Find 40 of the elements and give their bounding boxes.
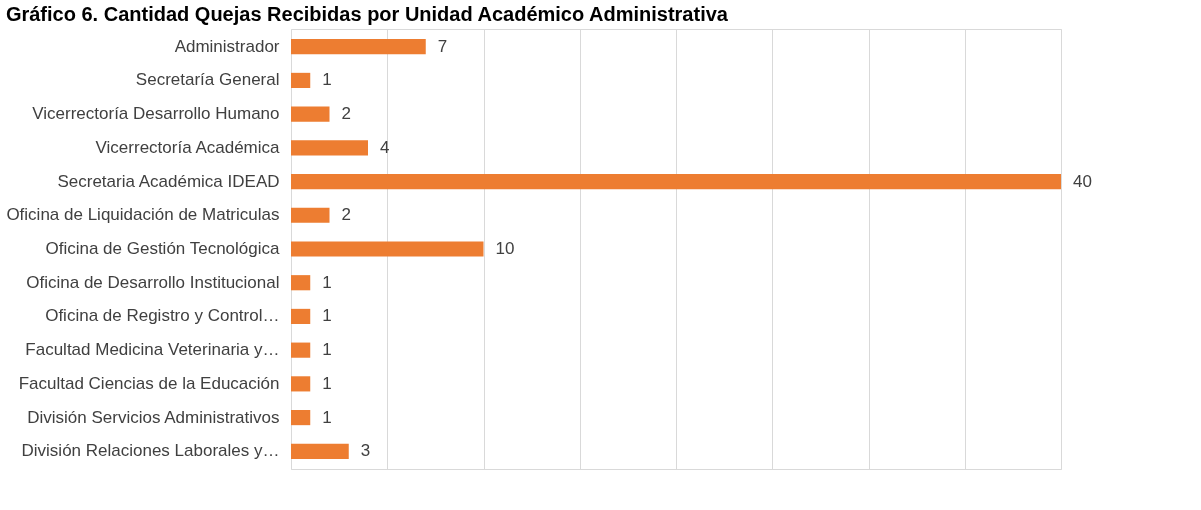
y-tick-label: Vicerrectoría Académica [95,137,281,157]
data-label: 4 [380,137,390,157]
data-label: 40 [1073,171,1092,191]
bar [291,376,311,392]
y-tick-label: Secretaria Académica IDEAD [57,171,280,191]
bar [291,207,330,223]
data-label: 1 [322,306,332,326]
data-label: 1 [322,272,332,292]
data-label: 2 [341,205,351,225]
bar [291,106,330,122]
y-tick-label: Vicerrectoría Desarrollo Humano [32,104,280,124]
y-tick-label: Administrador [174,36,280,56]
data-label: 1 [322,407,332,427]
y-tick-label: División Servicios Administrativos [27,407,280,427]
y-tick-label: Oficina de Desarrollo Institucional [26,272,280,292]
data-label: 2 [341,104,351,124]
data-label: 10 [495,239,515,258]
bar [291,173,1061,190]
bar [291,72,311,88]
y-tick-label: División Relaciones Laborales y… [21,441,280,461]
y-tick-label: Oficina de Liquidación de Matriculas [6,205,280,225]
bar [291,308,311,325]
bar [291,443,349,459]
data-label: 7 [437,36,448,56]
bar [291,39,426,55]
bar [291,410,311,426]
y-tick-label: Oficina de Registro y Control… [45,306,280,326]
y-tick-label: Facultad Ciencias de la Educación [18,373,280,393]
bar [291,342,311,358]
bar [291,275,311,291]
y-tick-label: Facultad Medicina Veterinaria y… [25,340,280,360]
y-tick-label: Oficina de Gestión Tecnológica [45,239,281,258]
chart-title: Gráfico 6. Cantidad Quejas Recibidas por Unidad Académico Administrativa [5,3,729,25]
bar [291,140,368,156]
data-label: 1 [322,70,332,90]
data-label: 1 [322,340,332,360]
y-tick-label: Secretaría General [135,70,280,90]
data-label: 1 [322,373,332,393]
bar [291,241,484,257]
data-label: 3 [360,441,371,461]
